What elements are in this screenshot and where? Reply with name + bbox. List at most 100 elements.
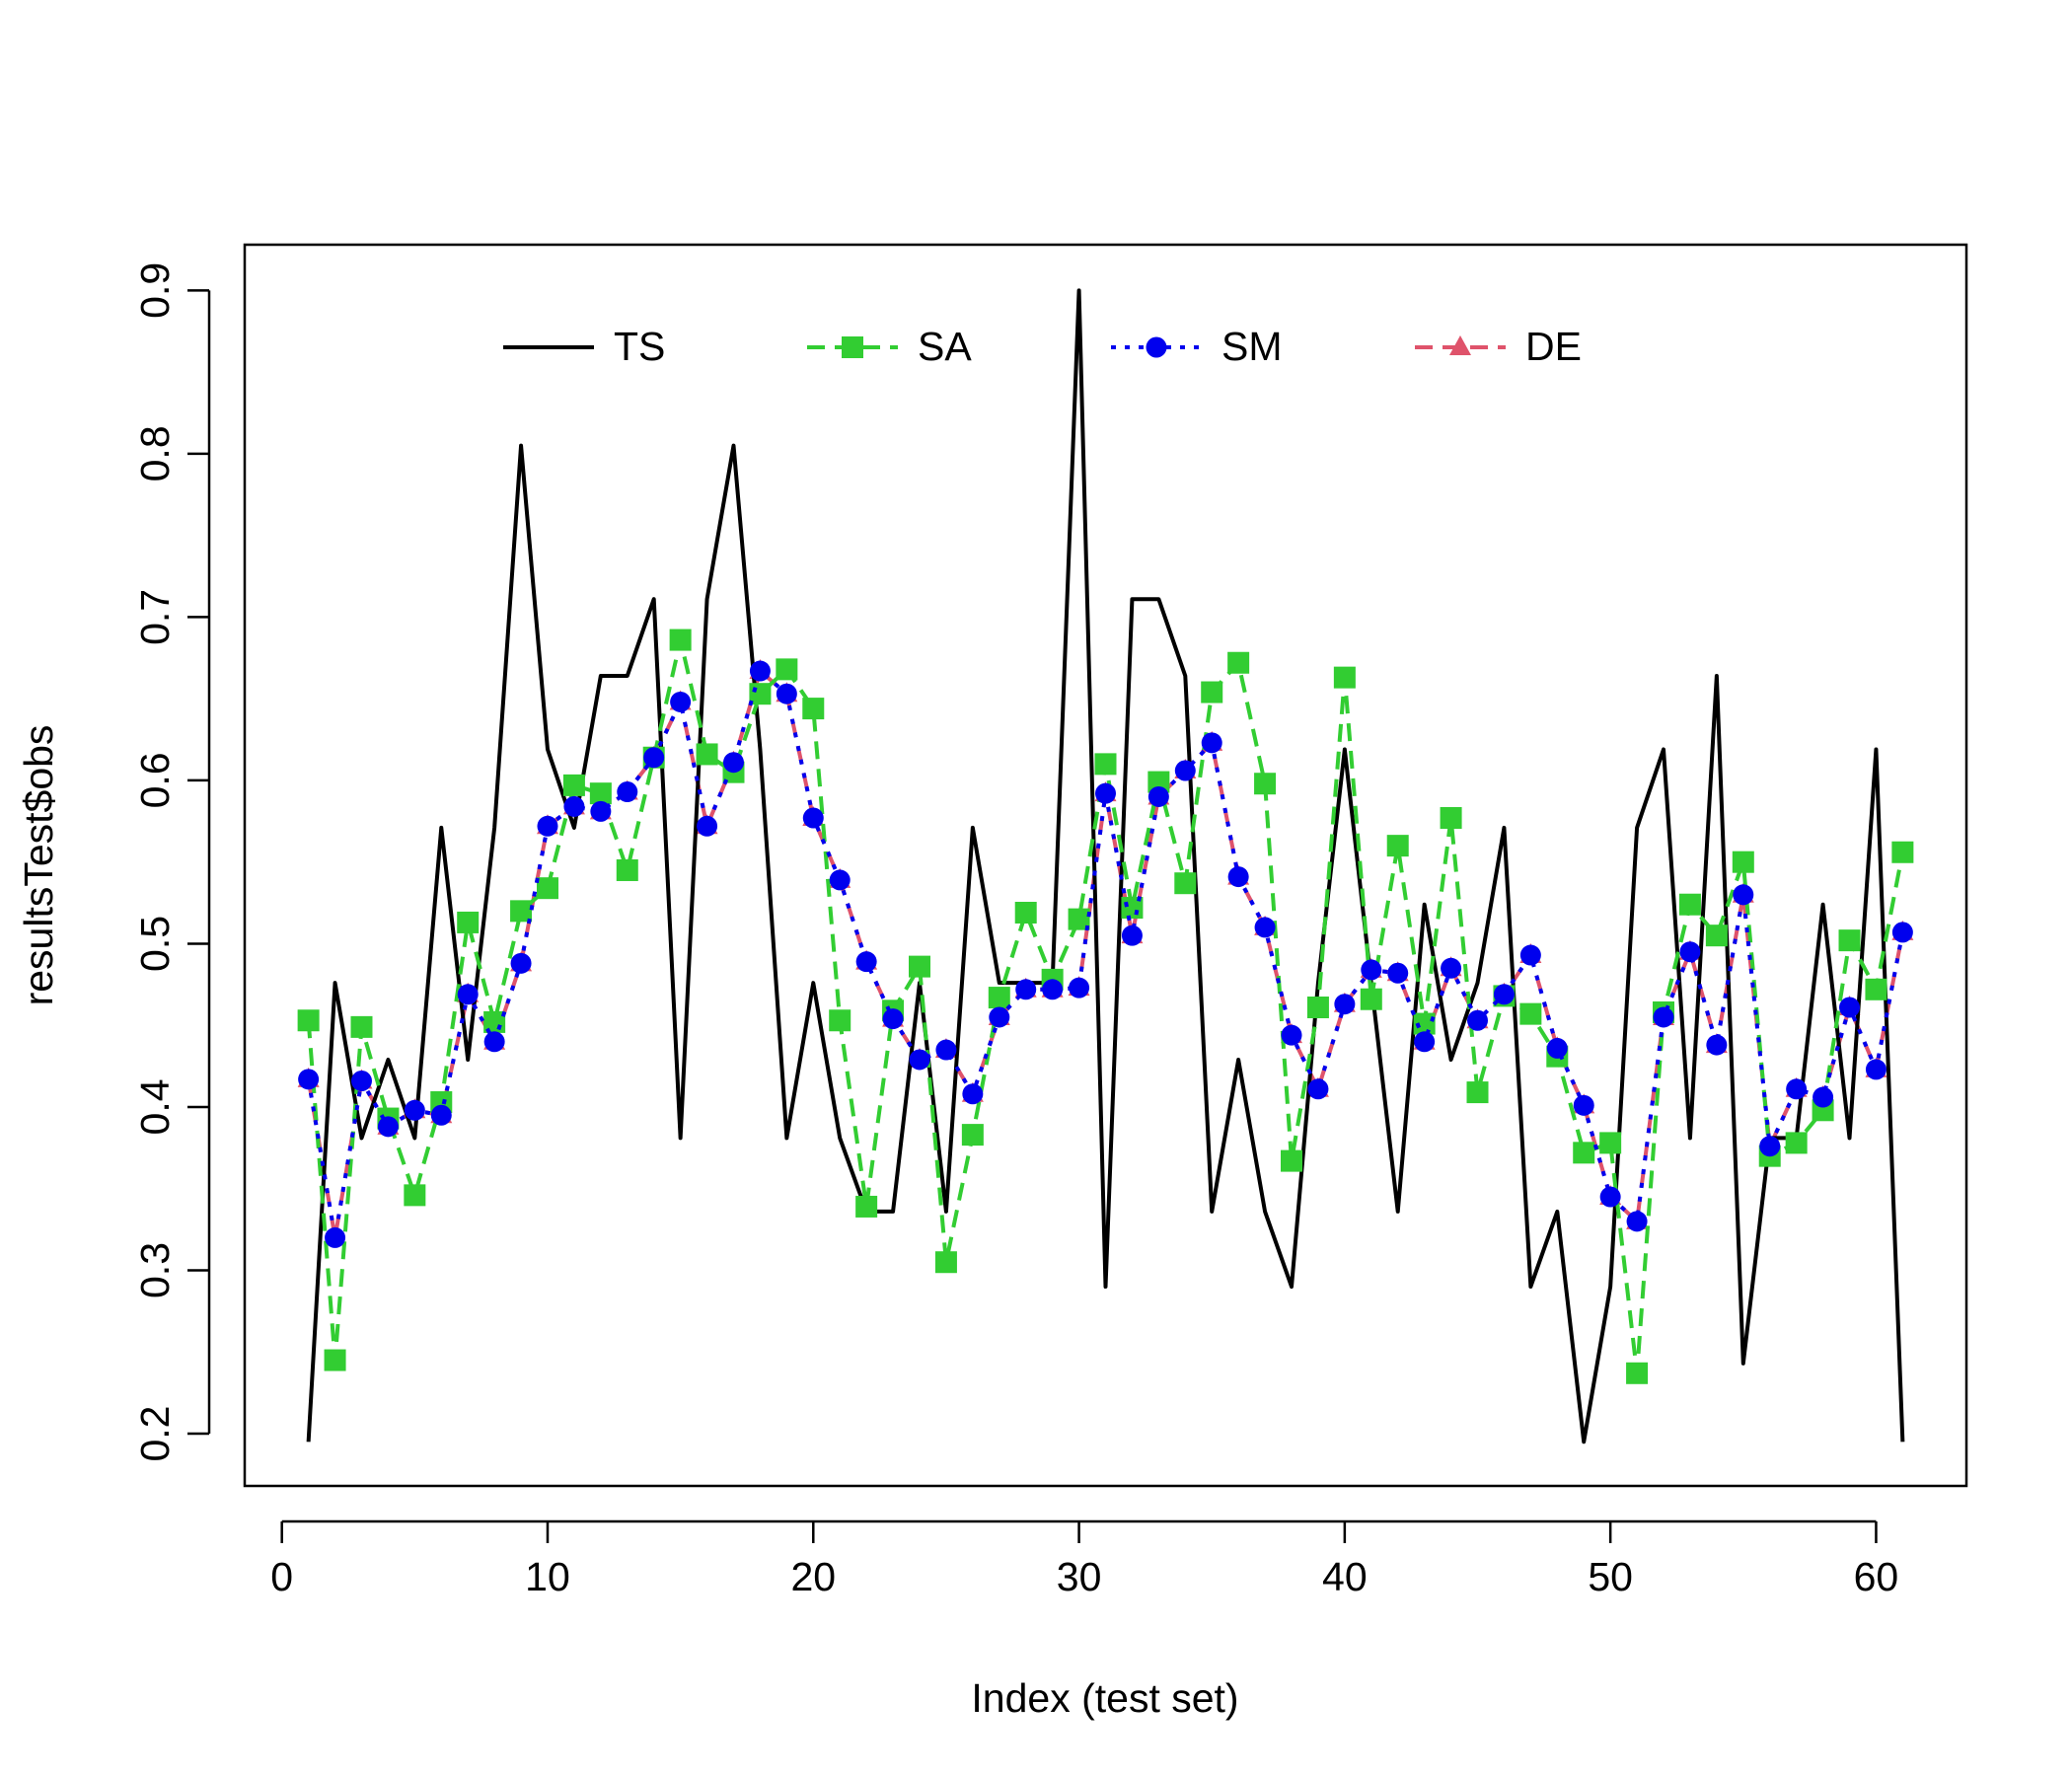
data-point [643, 747, 665, 769]
x-tick-label: 40 [1322, 1554, 1368, 1599]
data-point [935, 1039, 957, 1061]
data-point [297, 1009, 320, 1032]
data-point [1174, 872, 1197, 895]
data-point [617, 781, 638, 803]
data-point [1441, 957, 1462, 979]
data-point [1865, 1059, 1887, 1080]
y-tick-label: 0.9 [132, 262, 178, 319]
data-point [1785, 1132, 1808, 1154]
data-point [1307, 1078, 1329, 1100]
legend-marker [1449, 335, 1471, 355]
data-point [1387, 962, 1409, 984]
data-point [802, 807, 824, 829]
data-point [829, 1009, 851, 1032]
data-point [934, 1251, 957, 1274]
data-point [802, 698, 825, 720]
data-point [1014, 902, 1037, 925]
data-point [697, 815, 718, 837]
data-point [1121, 925, 1143, 946]
data-point [1069, 977, 1090, 999]
y-tick-label: 0.5 [132, 916, 178, 972]
data-point [1466, 1081, 1489, 1104]
data-point [1201, 681, 1223, 703]
data-point [1493, 984, 1515, 1005]
data-point [1705, 925, 1728, 947]
data-point [669, 629, 692, 651]
data-point [1361, 959, 1382, 981]
y-tick-label: 0.4 [132, 1078, 178, 1135]
x-tick-label: 0 [270, 1554, 293, 1599]
y-tick-label: 0.8 [132, 425, 178, 481]
y-tick-label: 0.6 [132, 752, 178, 808]
data-point [325, 1226, 346, 1248]
legend-marker [1146, 336, 1167, 358]
data-point [1573, 1094, 1594, 1116]
data-point [1813, 1086, 1834, 1108]
plot-frame [243, 243, 1968, 1488]
legend-label: DE [1525, 324, 1582, 369]
data-point [1201, 732, 1222, 754]
data-point [1281, 1149, 1303, 1172]
data-point [776, 658, 798, 681]
x-tick-label: 50 [1588, 1554, 1633, 1599]
x-tick-label: 10 [525, 1554, 570, 1599]
data-point [909, 1049, 930, 1071]
data-point [616, 858, 638, 881]
y-tick-label: 0.7 [132, 589, 178, 645]
data-point [1546, 1037, 1568, 1059]
data-point [1227, 651, 1250, 674]
data-point [1759, 1136, 1781, 1157]
data-point [1227, 866, 1249, 888]
data-point [1333, 666, 1356, 689]
data-point [404, 1184, 426, 1207]
data-point [1865, 978, 1887, 1000]
data-point [1334, 994, 1356, 1015]
data-point [562, 774, 585, 796]
data-point [1891, 841, 1914, 863]
data-point [563, 795, 585, 817]
data-point [1733, 884, 1754, 906]
data-point [430, 1104, 452, 1126]
data-point [1519, 1002, 1542, 1025]
y-axis-label: resultsTest$obs [16, 725, 61, 1006]
data-point [457, 911, 480, 933]
data-point [1626, 1362, 1649, 1384]
data-point [1573, 1142, 1595, 1164]
data-point [590, 800, 612, 822]
data-point [1147, 771, 1170, 793]
data-point [1174, 760, 1196, 781]
data-point [1519, 944, 1541, 966]
data-point [350, 1070, 372, 1091]
y-tick-label: 0.2 [132, 1406, 178, 1462]
data-point [1042, 979, 1064, 1000]
data-point [1678, 893, 1701, 916]
data-point [1626, 1211, 1648, 1232]
data-point [988, 987, 1010, 1009]
data-point [1414, 1031, 1436, 1053]
data-point [1653, 1006, 1674, 1028]
data-point [298, 1069, 320, 1090]
data-point [1599, 1186, 1621, 1208]
x-tick-label: 30 [1057, 1554, 1102, 1599]
data-point [1467, 1009, 1489, 1031]
legend-label: TS [614, 324, 665, 369]
data-point [1094, 753, 1117, 776]
data-point [1679, 941, 1701, 963]
data-point [537, 815, 558, 837]
data-point [1306, 997, 1329, 1019]
data-point [483, 1031, 505, 1053]
data-point [1254, 917, 1276, 938]
data-point [855, 951, 877, 973]
data-point [1254, 773, 1277, 795]
x-axis-label: Index (test set) [971, 1675, 1238, 1721]
data-point [350, 1015, 373, 1038]
data-point [1732, 851, 1754, 873]
data-point [1706, 1034, 1728, 1056]
data-point [1147, 785, 1169, 807]
x-tick-label: 20 [790, 1554, 836, 1599]
data-point [829, 869, 851, 891]
data-point [1839, 997, 1861, 1018]
legend-marker [842, 336, 863, 358]
x-tick-label: 60 [1854, 1554, 1899, 1599]
